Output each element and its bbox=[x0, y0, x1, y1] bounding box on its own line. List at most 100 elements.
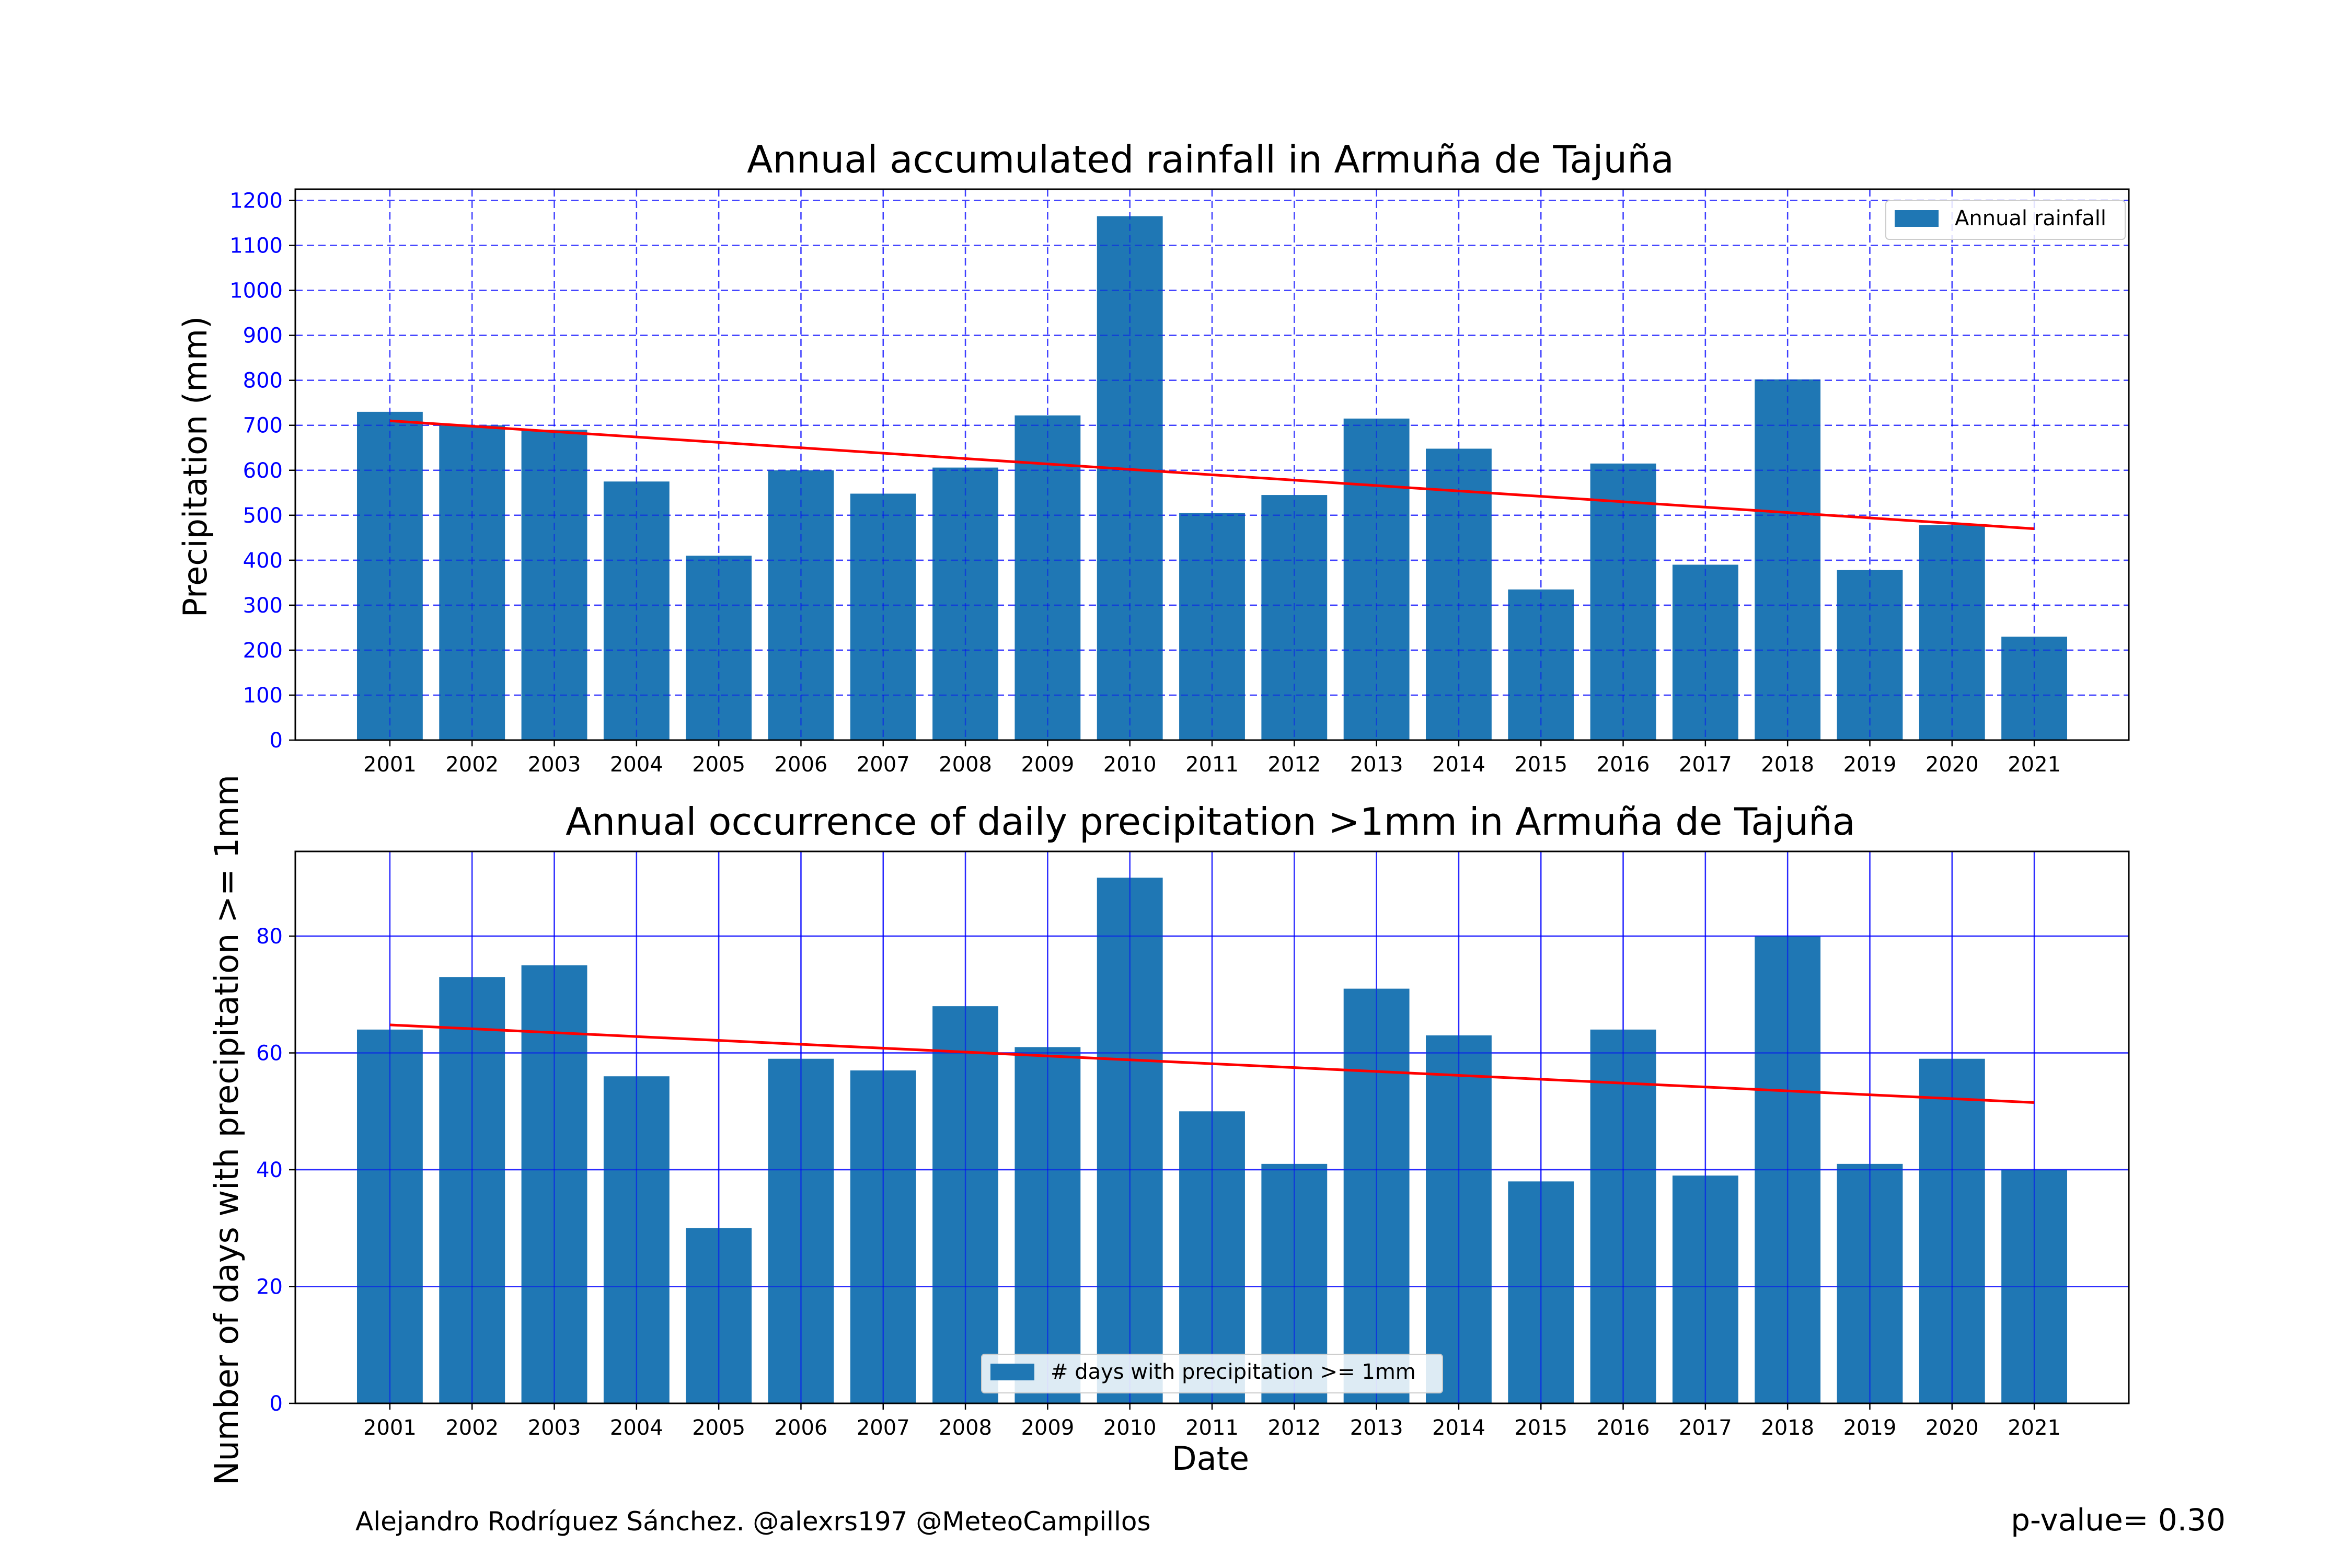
bar-2001 bbox=[356, 411, 423, 740]
rainfall-grid bbox=[295, 189, 2129, 741]
x-tick-label: 2010 bbox=[1103, 1416, 1157, 1440]
rainfall-bars bbox=[356, 216, 2068, 740]
y-tick-label: 60 bbox=[256, 1042, 283, 1066]
x-tick-label: 2004 bbox=[610, 1416, 663, 1440]
bar-2009 bbox=[1014, 415, 1081, 740]
x-tick-label: 2005 bbox=[692, 1416, 745, 1440]
x-tick-label: 2014 bbox=[1432, 1416, 1485, 1440]
x-tick-label: 2002 bbox=[445, 753, 499, 777]
bar-2021 bbox=[2001, 637, 2068, 740]
grid-overlay bbox=[295, 851, 2129, 1404]
bar-2017 bbox=[1672, 564, 1738, 740]
grid-overlay bbox=[295, 189, 2129, 741]
x-tick-label: 2015 bbox=[1514, 1416, 1567, 1440]
author-credit: Alejandro Rodríguez Sánchez. @alexrs197 … bbox=[355, 1506, 1151, 1537]
bar-2013 bbox=[1343, 418, 1410, 740]
bar-2002 bbox=[439, 425, 505, 740]
x-tick-label: 2018 bbox=[1761, 1416, 1814, 1440]
y-tick-label: 20 bbox=[256, 1275, 283, 1299]
rainfall-chart-title: Annual accumulated rainfall in Armuña de… bbox=[747, 137, 1674, 181]
x-tick-label: 2016 bbox=[1597, 1416, 1650, 1440]
x-tick-label: 2009 bbox=[1021, 753, 1074, 777]
bar-2018 bbox=[1755, 379, 1821, 740]
rain-days-legend-label: # days with precipitation >= 1mm bbox=[1051, 1360, 1416, 1384]
x-tick-label: 2003 bbox=[528, 753, 581, 777]
x-tick-label: 2011 bbox=[1185, 753, 1239, 777]
y-tick-label: 400 bbox=[243, 549, 283, 573]
y-tick-label: 1000 bbox=[229, 279, 283, 303]
y-tick-label: 800 bbox=[243, 369, 283, 393]
rainfall-chart: Annual accumulated rainfall in Armuña de… bbox=[176, 137, 2130, 777]
trend-line bbox=[389, 1023, 2035, 1104]
x-tick-label: 2010 bbox=[1103, 753, 1157, 777]
x-tick-label: 2006 bbox=[775, 753, 828, 777]
y-tick-label: 80 bbox=[256, 925, 283, 949]
x-tick-label: 2021 bbox=[2008, 1416, 2061, 1440]
rainfall-legend: Annual rainfall bbox=[1885, 200, 2126, 240]
rainfall-x-axis: 2001 2002 2003 2004 2005 2006 2007 2008 2009 2010… bbox=[363, 740, 2061, 777]
x-tick-label: 2001 bbox=[363, 1416, 417, 1440]
rain-days-x-axis: 2001 2002 2003 2004 2005 2006 2007 2008 2009 2010… bbox=[363, 1403, 2061, 1440]
x-tick-label: 2001 bbox=[363, 753, 417, 777]
y-tick-label: 600 bbox=[243, 459, 283, 483]
bar-2016 bbox=[1590, 463, 1656, 740]
x-tick-label: 2008 bbox=[939, 1416, 992, 1440]
rain-days-chart: Annual occurrence of daily precipitation… bbox=[207, 775, 2130, 1485]
rainfall-trend bbox=[389, 419, 2035, 531]
x-tick-label: 2004 bbox=[610, 753, 663, 777]
rainfall-chart-ylabel: Precipitation (mm) bbox=[176, 316, 214, 617]
y-tick-label: 0 bbox=[270, 729, 283, 753]
y-tick-label: 300 bbox=[243, 594, 283, 618]
rain-days-chart-xlabel: Date bbox=[1172, 1439, 1249, 1478]
bar-2007 bbox=[850, 493, 916, 740]
x-tick-label: 2009 bbox=[1021, 1416, 1074, 1440]
x-tick-label: 2007 bbox=[857, 753, 910, 777]
x-tick-label: 2006 bbox=[775, 1416, 828, 1440]
x-tick-label: 2019 bbox=[1843, 1416, 1897, 1440]
y-tick-label: 700 bbox=[243, 414, 283, 438]
bar-2015 bbox=[1508, 589, 1574, 740]
y-tick-label: 1200 bbox=[229, 189, 283, 213]
rain-days-legend: # days with precipitation >= 1mm bbox=[981, 1354, 1443, 1393]
rainfall-legend-label: Annual rainfall bbox=[1955, 206, 2106, 230]
rain-days-y-axis: 0 20 40 60 80 bbox=[256, 925, 295, 1416]
y-tick-label: 100 bbox=[243, 684, 283, 708]
bar-2004 bbox=[603, 481, 670, 740]
rainfall-y-axis: 0 100 200 300 400 500 600 700 800 900 1000 1100 1200 bbox=[229, 189, 295, 753]
x-tick-label: 2008 bbox=[939, 753, 992, 777]
x-tick-label: 2015 bbox=[1514, 753, 1567, 777]
x-tick-label: 2019 bbox=[1843, 753, 1897, 777]
rainfall-legend-swatch bbox=[1895, 210, 1939, 227]
x-tick-label: 2011 bbox=[1185, 1416, 1239, 1440]
trend-line bbox=[389, 419, 2035, 531]
x-tick-label: 2021 bbox=[2008, 753, 2061, 777]
bar-2014 bbox=[1426, 448, 1492, 740]
x-tick-label: 2016 bbox=[1597, 753, 1650, 777]
x-tick-label: 2003 bbox=[528, 1416, 581, 1440]
x-tick-label: 2012 bbox=[1267, 753, 1321, 777]
rain-days-chart-ylabel: Number of days with precipitation >= 1mm bbox=[207, 775, 246, 1485]
x-tick-label: 2005 bbox=[692, 753, 745, 777]
bar-2012 bbox=[1261, 495, 1328, 740]
p-value-label: p-value= 0.30 bbox=[2011, 1502, 2226, 1538]
y-tick-label: 40 bbox=[256, 1158, 283, 1182]
x-tick-label: 2017 bbox=[1679, 1416, 1732, 1440]
bar-2003 bbox=[521, 430, 587, 740]
y-tick-label: 200 bbox=[243, 639, 283, 663]
y-tick-label: 1100 bbox=[229, 234, 283, 258]
x-tick-label: 2020 bbox=[1926, 1416, 1979, 1440]
bar-2006 bbox=[768, 470, 834, 740]
bar-2008 bbox=[932, 467, 998, 740]
x-tick-label: 2002 bbox=[445, 1416, 499, 1440]
y-tick-label: 900 bbox=[243, 324, 283, 348]
bar-2011 bbox=[1179, 513, 1245, 740]
rain-days-trend bbox=[389, 1023, 2035, 1104]
x-tick-label: 2012 bbox=[1267, 1416, 1321, 1440]
rain-days-chart-title: Annual occurrence of daily precipitation… bbox=[566, 800, 1855, 844]
y-tick-label: 0 bbox=[270, 1392, 283, 1416]
x-tick-label: 2013 bbox=[1350, 1416, 1403, 1440]
x-tick-label: 2017 bbox=[1679, 753, 1732, 777]
x-tick-label: 2007 bbox=[857, 1416, 910, 1440]
bar-2005 bbox=[686, 556, 752, 740]
